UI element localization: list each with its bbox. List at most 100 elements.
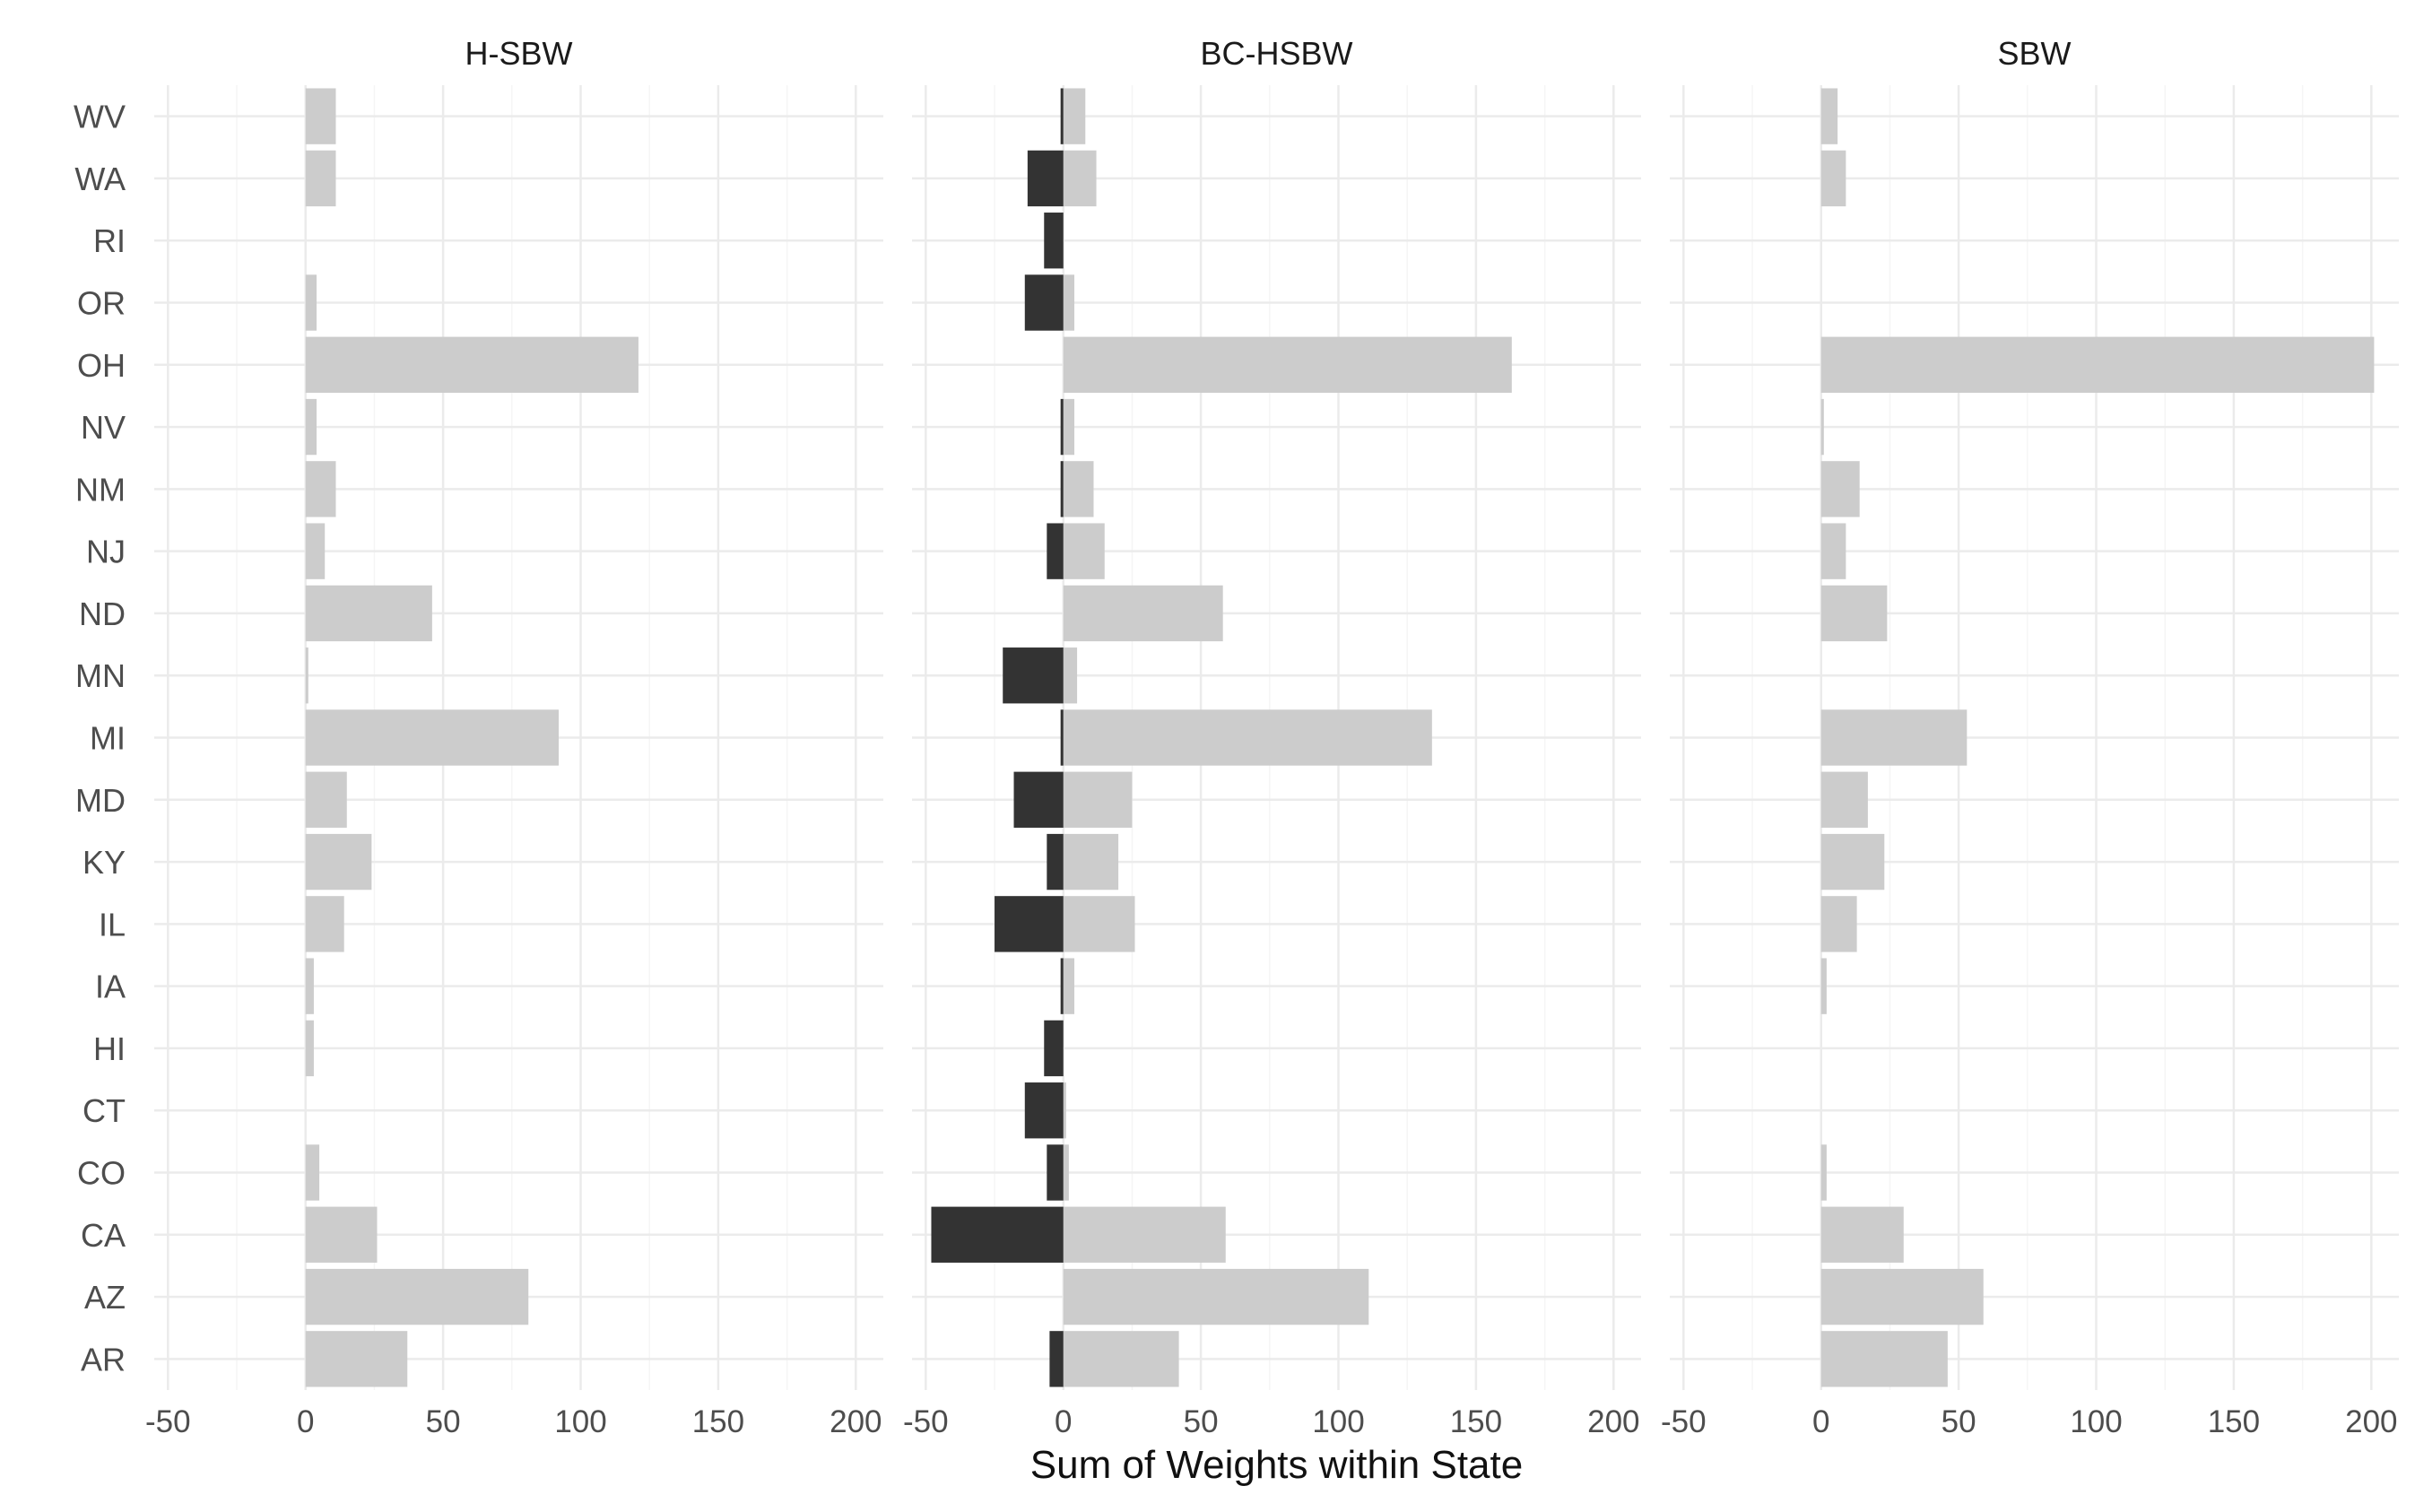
y-tick-label: NV	[81, 409, 126, 446]
bar-positive-nv	[1821, 399, 1824, 455]
bar-positive-nv	[1064, 399, 1074, 455]
x-tick-label: 200	[2345, 1404, 2397, 1439]
bar-positive-ar	[306, 1331, 408, 1386]
x-tick-label: 100	[1312, 1404, 1364, 1439]
bar-positive-nv	[306, 399, 317, 455]
bar-positive-ca	[306, 1207, 378, 1263]
y-tick-label: MI	[90, 720, 126, 757]
bar-positive-oh	[1821, 337, 2375, 393]
x-tick-label: 50	[426, 1404, 461, 1439]
y-tick-label: CA	[81, 1217, 126, 1254]
bar-negative-il	[995, 896, 1064, 952]
facet-title: H-SBW	[465, 35, 573, 72]
bar-positive-nd	[306, 586, 432, 641]
bar-negative-wa	[1028, 151, 1064, 206]
bar-positive-md	[1821, 772, 1868, 828]
bar-positive-ar	[1821, 1331, 1948, 1386]
x-tick-label: 150	[2208, 1404, 2260, 1439]
bar-negative-md	[1014, 772, 1064, 828]
bar-positive-ct	[1064, 1082, 1066, 1138]
x-tick-label: 0	[1055, 1404, 1072, 1439]
bar-positive-co	[1821, 1144, 1827, 1200]
bar-negative-nj	[1047, 523, 1063, 578]
bar-positive-nm	[306, 461, 336, 517]
bar-negative-hi	[1044, 1021, 1063, 1076]
bar-positive-nd	[1821, 586, 1888, 641]
facet-title: SBW	[1997, 35, 2071, 72]
bar-negative-mi	[1061, 709, 1064, 765]
bar-positive-nd	[1064, 586, 1223, 641]
y-tick-label: WV	[74, 99, 126, 135]
bar-positive-il	[306, 896, 344, 952]
bar-positive-ca	[1821, 1207, 1904, 1263]
bar-positive-nm	[1821, 461, 1860, 517]
bar-positive-mn	[1064, 647, 1077, 703]
facet-panel-2: BC-HSBW -50 0 50 100 150 200	[903, 35, 1641, 1439]
y-tick-label: HI	[93, 1030, 126, 1067]
bar-positive-md	[306, 772, 347, 828]
bar-positive-ky	[306, 834, 372, 890]
x-axis-title: Sum of Weights within State	[1030, 1443, 1523, 1487]
bar-positive-wa	[306, 151, 336, 206]
bar-positive-il	[1064, 896, 1135, 952]
bar-positive-wv	[1821, 88, 1837, 143]
bar-negative-ky	[1047, 834, 1063, 890]
bar-positive-wa	[1064, 151, 1097, 206]
facet-panel-1: H-SBW -50 0 50 100 150 200	[145, 35, 883, 1439]
x-tick-label: 0	[1812, 1404, 1829, 1439]
x-tick-label: 100	[554, 1404, 606, 1439]
bar-positive-co	[306, 1144, 319, 1200]
y-tick-label: OR	[77, 285, 126, 322]
y-tick-label: AR	[81, 1341, 126, 1377]
facet-panel-3: SBW -50 0 50 100 150 200	[1661, 35, 2399, 1439]
x-tick-label: 200	[1587, 1404, 1639, 1439]
bar-positive-oh	[306, 337, 638, 393]
bar-positive-oh	[1064, 337, 1512, 393]
bar-negative-mn	[1003, 647, 1063, 703]
bar-positive-az	[1064, 1269, 1369, 1325]
x-tick-label: 50	[1184, 1404, 1219, 1439]
bar-positive-wa	[1821, 151, 1846, 206]
bar-positive-ky	[1821, 834, 1885, 890]
y-tick-label: MN	[75, 657, 126, 694]
bar-negative-wv	[1061, 88, 1064, 143]
bar-positive-wv	[1064, 88, 1086, 143]
bar-positive-mi	[1064, 709, 1432, 765]
bar-positive-ky	[1064, 834, 1118, 890]
x-tick-label: -50	[903, 1404, 949, 1439]
bar-positive-ar	[1064, 1331, 1179, 1386]
x-tick-label: -50	[145, 1404, 191, 1439]
bar-negative-or	[1025, 274, 1064, 330]
y-tick-label: ND	[79, 595, 126, 632]
bar-positive-or	[306, 274, 317, 330]
bar-positive-nj	[1064, 523, 1105, 578]
bar-negative-nv	[1061, 399, 1064, 455]
x-tick-label: 50	[1942, 1404, 1976, 1439]
x-tick-label: 150	[1450, 1404, 1502, 1439]
bar-positive-md	[1064, 772, 1133, 828]
bar-negative-ri	[1044, 213, 1063, 268]
bar-positive-mn	[306, 647, 308, 703]
y-tick-label: IA	[95, 969, 126, 1005]
bar-positive-nm	[1064, 461, 1094, 517]
bar-positive-mi	[306, 709, 559, 765]
y-tick-label: WA	[74, 161, 126, 197]
y-tick-label: AZ	[84, 1279, 126, 1316]
bar-positive-ca	[1064, 1207, 1226, 1263]
facet-title: BC-HSBW	[1201, 35, 1353, 72]
y-tick-label: OH	[77, 347, 126, 384]
x-tick-label: 200	[830, 1404, 882, 1439]
bar-positive-co	[1064, 1144, 1069, 1200]
bar-negative-nm	[1061, 461, 1064, 517]
bar-negative-ca	[931, 1207, 1063, 1263]
y-tick-label: CO	[77, 1155, 126, 1192]
x-tick-label: -50	[1661, 1404, 1707, 1439]
bar-negative-ar	[1049, 1331, 1063, 1386]
bar-positive-wv	[306, 88, 336, 143]
y-tick-label: NJ	[86, 534, 126, 570]
bar-positive-hi	[306, 1021, 314, 1076]
y-tick-label: NM	[75, 471, 126, 508]
bar-positive-nj	[1821, 523, 1846, 578]
